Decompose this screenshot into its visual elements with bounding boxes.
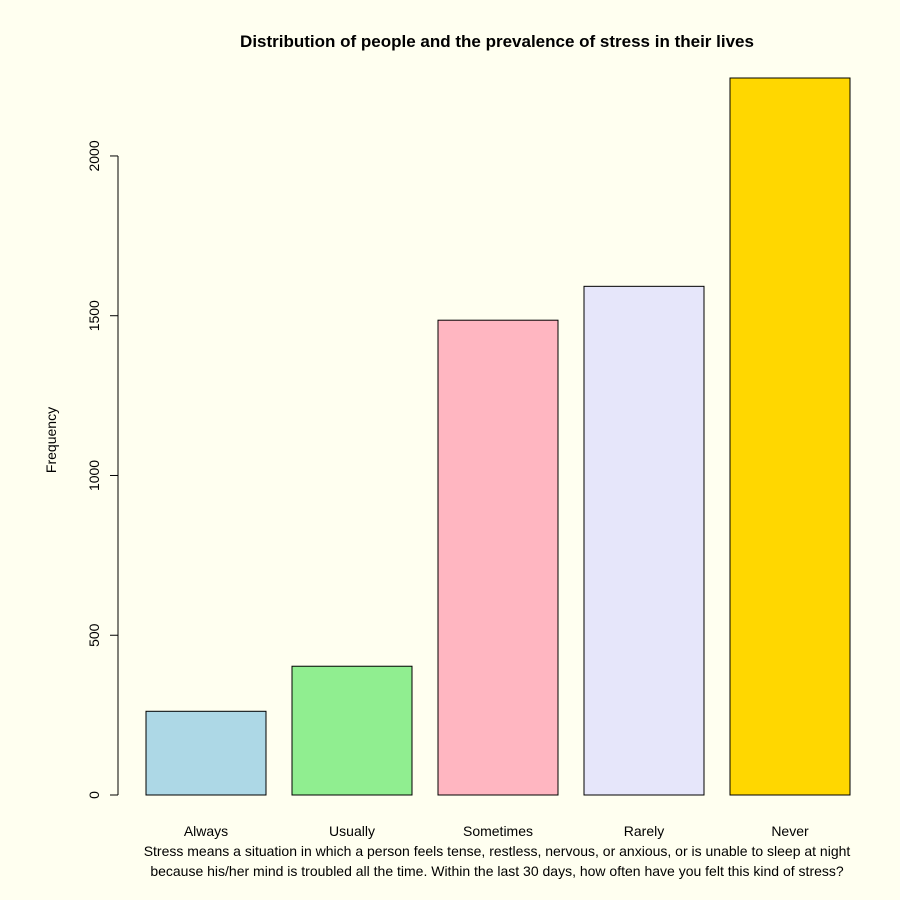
bar-always (145, 710, 267, 796)
y-tick-label: 2000 (86, 140, 102, 171)
x-tick-label-never: Never (771, 823, 809, 839)
x-axis-caption-line-2: because his/her mind is troubled all the… (150, 863, 844, 879)
bar-usually (291, 665, 413, 796)
y-axis-label: Frequency (43, 407, 59, 473)
chart-title: Distribution of people and the prevalenc… (240, 32, 754, 51)
y-tick-label: 1500 (86, 300, 102, 331)
x-tick-label-rarely: Rarely (624, 823, 664, 839)
y-axis: 0 500 1000 1500 2000 (86, 140, 119, 799)
x-tick-label-usually: Usually (329, 823, 375, 839)
x-axis-caption-line-1: Stress means a situation in which a pers… (144, 843, 851, 859)
x-tick-label-always: Always (184, 823, 228, 839)
bar-rarely (583, 285, 705, 796)
y-tick-label: 500 (86, 623, 102, 647)
y-tick-label: 1000 (86, 460, 102, 491)
y-tick-label: 0 (86, 791, 102, 799)
bars (145, 77, 851, 796)
x-tick-label-sometimes: Sometimes (463, 823, 533, 839)
x-tick-labels: Always Usually Sometimes Rarely Never (184, 823, 809, 839)
bar-sometimes (437, 319, 559, 796)
bar-never (729, 77, 851, 796)
